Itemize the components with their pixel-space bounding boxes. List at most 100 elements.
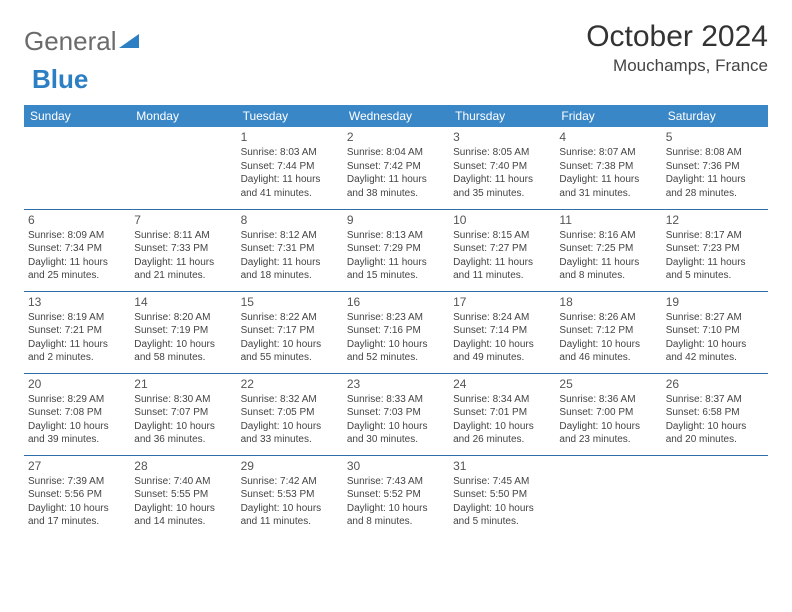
calendar-row: 1Sunrise: 8:03 AMSunset: 7:44 PMDaylight… (24, 127, 768, 209)
day-header: Saturday (662, 105, 768, 127)
calendar-cell: 13Sunrise: 8:19 AMSunset: 7:21 PMDayligh… (24, 291, 130, 373)
logo: General (24, 20, 141, 57)
month-title: October 2024 (586, 20, 768, 54)
day-info: Sunrise: 8:36 AMSunset: 7:00 PMDaylight:… (559, 393, 657, 447)
day-info: Sunrise: 8:24 AMSunset: 7:14 PMDaylight:… (453, 311, 551, 365)
day-number: 10 (453, 212, 551, 228)
day-info: Sunrise: 8:15 AMSunset: 7:27 PMDaylight:… (453, 229, 551, 283)
calendar-cell: 27Sunrise: 7:39 AMSunset: 5:56 PMDayligh… (24, 455, 130, 537)
day-info: Sunrise: 7:39 AMSunset: 5:56 PMDaylight:… (28, 475, 126, 529)
day-number: 17 (453, 294, 551, 310)
calendar-cell: 21Sunrise: 8:30 AMSunset: 7:07 PMDayligh… (130, 373, 236, 455)
day-info: Sunrise: 8:29 AMSunset: 7:08 PMDaylight:… (28, 393, 126, 447)
logo-text-general: General (24, 26, 117, 57)
day-info: Sunrise: 8:27 AMSunset: 7:10 PMDaylight:… (666, 311, 764, 365)
day-header-row: Sunday Monday Tuesday Wednesday Thursday… (24, 105, 768, 127)
day-info: Sunrise: 7:43 AMSunset: 5:52 PMDaylight:… (347, 475, 445, 529)
day-number: 31 (453, 458, 551, 474)
day-info: Sunrise: 8:03 AMSunset: 7:44 PMDaylight:… (241, 146, 339, 200)
day-info: Sunrise: 8:08 AMSunset: 7:36 PMDaylight:… (666, 146, 764, 200)
day-number: 29 (241, 458, 339, 474)
day-number: 12 (666, 212, 764, 228)
day-header: Thursday (449, 105, 555, 127)
calendar-row: 6Sunrise: 8:09 AMSunset: 7:34 PMDaylight… (24, 209, 768, 291)
calendar-cell: 3Sunrise: 8:05 AMSunset: 7:40 PMDaylight… (449, 127, 555, 209)
day-number: 19 (666, 294, 764, 310)
day-info: Sunrise: 8:20 AMSunset: 7:19 PMDaylight:… (134, 311, 232, 365)
day-number: 25 (559, 376, 657, 392)
calendar-cell: 26Sunrise: 8:37 AMSunset: 6:58 PMDayligh… (662, 373, 768, 455)
calendar-cell: 19Sunrise: 8:27 AMSunset: 7:10 PMDayligh… (662, 291, 768, 373)
day-number: 27 (28, 458, 126, 474)
logo-text-blue: Blue (32, 64, 88, 95)
day-info: Sunrise: 8:37 AMSunset: 6:58 PMDaylight:… (666, 393, 764, 447)
calendar-cell: 1Sunrise: 8:03 AMSunset: 7:44 PMDaylight… (237, 127, 343, 209)
calendar-cell: 28Sunrise: 7:40 AMSunset: 5:55 PMDayligh… (130, 455, 236, 537)
calendar-cell: 24Sunrise: 8:34 AMSunset: 7:01 PMDayligh… (449, 373, 555, 455)
day-number: 14 (134, 294, 232, 310)
calendar-cell (555, 455, 661, 537)
day-info: Sunrise: 8:12 AMSunset: 7:31 PMDaylight:… (241, 229, 339, 283)
day-info: Sunrise: 8:34 AMSunset: 7:01 PMDaylight:… (453, 393, 551, 447)
calendar-cell: 29Sunrise: 7:42 AMSunset: 5:53 PMDayligh… (237, 455, 343, 537)
calendar-cell: 4Sunrise: 8:07 AMSunset: 7:38 PMDaylight… (555, 127, 661, 209)
calendar-cell: 20Sunrise: 8:29 AMSunset: 7:08 PMDayligh… (24, 373, 130, 455)
day-number: 3 (453, 129, 551, 145)
day-header: Tuesday (237, 105, 343, 127)
day-number: 16 (347, 294, 445, 310)
calendar-cell: 5Sunrise: 8:08 AMSunset: 7:36 PMDaylight… (662, 127, 768, 209)
day-number: 9 (347, 212, 445, 228)
day-number: 4 (559, 129, 657, 145)
day-number: 24 (453, 376, 551, 392)
calendar-cell: 10Sunrise: 8:15 AMSunset: 7:27 PMDayligh… (449, 209, 555, 291)
calendar-cell: 25Sunrise: 8:36 AMSunset: 7:00 PMDayligh… (555, 373, 661, 455)
calendar-cell (130, 127, 236, 209)
logo-triangle-icon (119, 26, 141, 57)
day-number: 20 (28, 376, 126, 392)
day-info: Sunrise: 8:30 AMSunset: 7:07 PMDaylight:… (134, 393, 232, 447)
day-info: Sunrise: 8:13 AMSunset: 7:29 PMDaylight:… (347, 229, 445, 283)
day-info: Sunrise: 8:32 AMSunset: 7:05 PMDaylight:… (241, 393, 339, 447)
day-number: 18 (559, 294, 657, 310)
day-info: Sunrise: 7:42 AMSunset: 5:53 PMDaylight:… (241, 475, 339, 529)
day-info: Sunrise: 7:45 AMSunset: 5:50 PMDaylight:… (453, 475, 551, 529)
day-number: 8 (241, 212, 339, 228)
calendar-cell (662, 455, 768, 537)
calendar-cell: 6Sunrise: 8:09 AMSunset: 7:34 PMDaylight… (24, 209, 130, 291)
calendar-cell: 8Sunrise: 8:12 AMSunset: 7:31 PMDaylight… (237, 209, 343, 291)
calendar-cell: 2Sunrise: 8:04 AMSunset: 7:42 PMDaylight… (343, 127, 449, 209)
day-number: 22 (241, 376, 339, 392)
day-info: Sunrise: 8:05 AMSunset: 7:40 PMDaylight:… (453, 146, 551, 200)
calendar-cell: 11Sunrise: 8:16 AMSunset: 7:25 PMDayligh… (555, 209, 661, 291)
calendar-cell: 9Sunrise: 8:13 AMSunset: 7:29 PMDaylight… (343, 209, 449, 291)
day-number: 21 (134, 376, 232, 392)
location: Mouchamps, France (586, 56, 768, 76)
day-info: Sunrise: 8:16 AMSunset: 7:25 PMDaylight:… (559, 229, 657, 283)
day-info: Sunrise: 8:23 AMSunset: 7:16 PMDaylight:… (347, 311, 445, 365)
day-header: Monday (130, 105, 236, 127)
day-number: 7 (134, 212, 232, 228)
day-number: 5 (666, 129, 764, 145)
calendar-row: 27Sunrise: 7:39 AMSunset: 5:56 PMDayligh… (24, 455, 768, 537)
calendar-cell: 14Sunrise: 8:20 AMSunset: 7:19 PMDayligh… (130, 291, 236, 373)
day-info: Sunrise: 8:33 AMSunset: 7:03 PMDaylight:… (347, 393, 445, 447)
day-info: Sunrise: 8:11 AMSunset: 7:33 PMDaylight:… (134, 229, 232, 283)
calendar-cell: 22Sunrise: 8:32 AMSunset: 7:05 PMDayligh… (237, 373, 343, 455)
day-info: Sunrise: 7:40 AMSunset: 5:55 PMDaylight:… (134, 475, 232, 529)
day-number: 15 (241, 294, 339, 310)
day-info: Sunrise: 8:19 AMSunset: 7:21 PMDaylight:… (28, 311, 126, 365)
day-header: Wednesday (343, 105, 449, 127)
day-number: 28 (134, 458, 232, 474)
day-info: Sunrise: 8:17 AMSunset: 7:23 PMDaylight:… (666, 229, 764, 283)
day-info: Sunrise: 8:04 AMSunset: 7:42 PMDaylight:… (347, 146, 445, 200)
day-number: 1 (241, 129, 339, 145)
calendar-cell: 31Sunrise: 7:45 AMSunset: 5:50 PMDayligh… (449, 455, 555, 537)
calendar-cell: 16Sunrise: 8:23 AMSunset: 7:16 PMDayligh… (343, 291, 449, 373)
calendar-cell: 23Sunrise: 8:33 AMSunset: 7:03 PMDayligh… (343, 373, 449, 455)
day-info: Sunrise: 8:09 AMSunset: 7:34 PMDaylight:… (28, 229, 126, 283)
calendar-cell: 7Sunrise: 8:11 AMSunset: 7:33 PMDaylight… (130, 209, 236, 291)
day-info: Sunrise: 8:22 AMSunset: 7:17 PMDaylight:… (241, 311, 339, 365)
day-number: 2 (347, 129, 445, 145)
calendar-cell (24, 127, 130, 209)
day-number: 26 (666, 376, 764, 392)
